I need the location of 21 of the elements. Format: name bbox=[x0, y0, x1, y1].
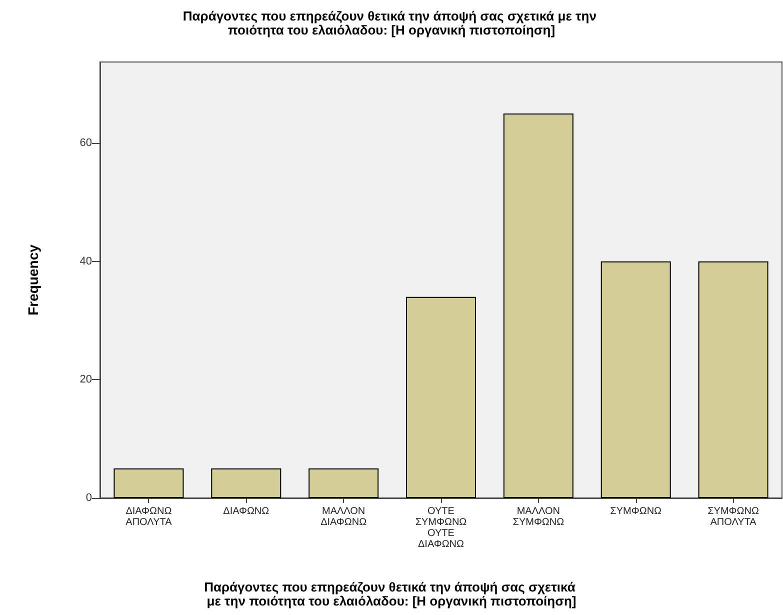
y-tick-label: 60 bbox=[80, 137, 92, 150]
bar bbox=[600, 261, 671, 498]
y-tick-label: 40 bbox=[80, 255, 92, 268]
x-tick-label: ΣΥΜΦΩΝΩ ΑΠΟΛΥΤΑ bbox=[708, 506, 760, 528]
y-tick-label: 0 bbox=[86, 492, 92, 504]
x-tick-label: ΜΑΛΛΟΝ ΣΥΜΦΩΝΩ bbox=[512, 506, 565, 528]
x-tick-label: ΔΙΑΦΩΝΩ ΑΠΟΛΥΤΑ bbox=[126, 506, 172, 528]
x-tick-label: ΔΙΑΦΩΝΩ bbox=[223, 506, 270, 517]
y-tick-label: 20 bbox=[80, 374, 92, 386]
y-axis-title: Frequency bbox=[25, 244, 41, 316]
x-tick-label: ΣΥΜΦΩΝΩ bbox=[610, 506, 662, 517]
x-tick-label: ΟΥΤΕ ΣΥΜΦΩΝΩ ΟΥΤΕ ΔΙΑΦΩΝΩ bbox=[415, 506, 468, 550]
chart-title: Παράγοντες που επηρεάζουν θετικά την άποψή σας σχετικά με την ποιότητα του ελαιόλαδου: [Η οργανική πιστοποίηση] bbox=[182, 8, 600, 38]
bar bbox=[698, 261, 768, 498]
bar bbox=[406, 296, 476, 498]
bar bbox=[114, 468, 184, 498]
x-tick-label: ΜΑΛΛΟΝ ΔΙΑΦΩΝΩ bbox=[320, 506, 368, 528]
x-axis-title: Παράγοντες που επηρεάζουν θετικά την άποψή σας σχετικά με την ποιότητα του ελαιόλαδου: [Η οργανική πιστοποίηση] bbox=[204, 580, 579, 608]
bar bbox=[211, 468, 282, 498]
bar bbox=[503, 113, 574, 498]
bar bbox=[308, 468, 379, 498]
